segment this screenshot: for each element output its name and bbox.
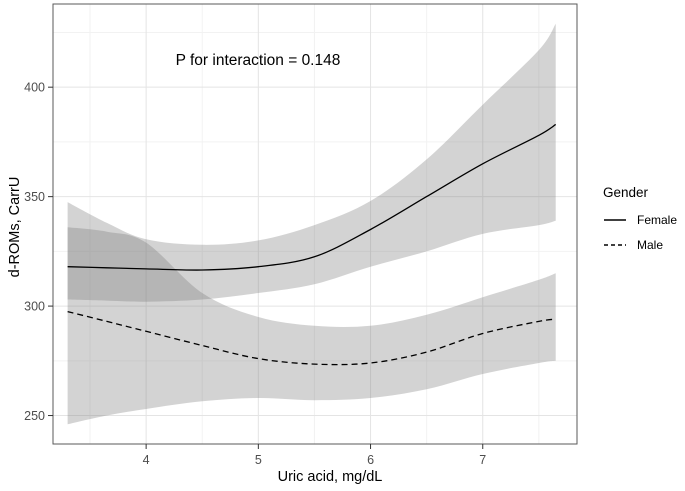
x-axis-title: Uric acid, mg/dL [277, 469, 383, 485]
legend-item-female: Female [603, 213, 677, 227]
y-tick-label: 350 [24, 190, 45, 204]
y-tick-label: 400 [24, 81, 45, 95]
legend-label-male: Male [637, 238, 664, 252]
female-ci-band [67, 23, 556, 302]
y-axis-title: d-ROMs, CarrU [7, 176, 23, 278]
grid-major [53, 4, 577, 444]
y-tick-label: 250 [24, 409, 45, 423]
plot-panel [53, 4, 577, 444]
x-tick-label: 4 [143, 453, 150, 467]
x-tick-label: 5 [255, 453, 262, 467]
legend: Gender Female Male [603, 185, 677, 252]
fit-lines [67, 123, 557, 366]
x-tick-label: 6 [367, 453, 374, 467]
legend-item-male: Male [603, 238, 677, 252]
male-key-line-icon [604, 244, 626, 246]
grid-minor [53, 4, 577, 444]
legend-title: Gender [603, 185, 649, 200]
axes: 4 5 6 7 250 300 350 400 [24, 81, 486, 467]
male-ci-band [67, 227, 556, 425]
x-tick-label: 7 [479, 453, 486, 467]
ci-ribbons [67, 23, 556, 425]
legend-items: Female Male [603, 213, 677, 252]
male-line [67, 310, 556, 366]
y-tick-label: 300 [24, 300, 45, 314]
panel-border [52, 3, 578, 445]
legend-label-female: Female [637, 213, 678, 227]
female-key-line-icon [604, 219, 626, 221]
female-line [67, 123, 557, 271]
p-interaction-annotation: P for interaction = 0.148 [175, 52, 341, 69]
